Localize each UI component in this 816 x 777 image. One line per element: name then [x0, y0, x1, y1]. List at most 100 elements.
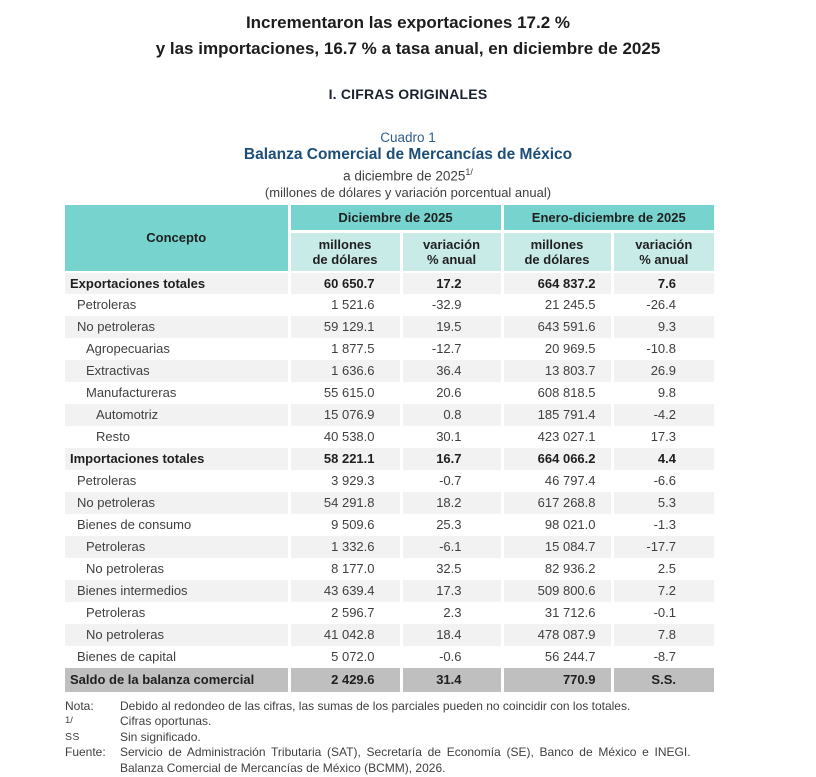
subheader-musd-ytd: millones de dólares	[500, 230, 612, 272]
value-cell-var-dec: -0.7	[399, 469, 502, 492]
concept-cell: Resto	[96, 429, 130, 444]
cuadro-label: Cuadro 1	[380, 130, 436, 145]
subheader-var-ytd: variación % anual	[610, 230, 714, 272]
value-cell-musd-ytd: 56 244.7	[500, 645, 612, 668]
concept-column-header: Concepto	[65, 204, 289, 272]
table-row: Saldo de la balanza comercial 2 429.6 31…	[65, 667, 714, 692]
note-text: Sin significado.	[120, 729, 201, 744]
table-row: No petroleras 54 291.8 18.2 617 268.8 5.…	[65, 491, 714, 514]
value-cell-musd-dec: 54 291.8	[287, 491, 401, 514]
value-cell-musd-ytd: 31 712.6	[500, 601, 612, 624]
value-cell-var-ytd: 26.9	[610, 359, 714, 382]
value-cell-var-dec: 0.8	[399, 403, 502, 426]
table-row: Petroleras 2 596.7 2.3 31 712.6 -0.1	[65, 601, 714, 624]
report-title: Incrementaron las exportaciones 17.2 % y…	[0, 10, 816, 62]
note-label	[65, 761, 120, 777]
note-text: Servicio de Administración Tributaria (S…	[120, 745, 691, 759]
table-row: Bienes intermedios 43 639.4 17.3 509 800…	[65, 579, 714, 602]
concept-cell: Petroleras	[77, 473, 137, 488]
value-cell-var-dec: 32.5	[399, 557, 502, 580]
balanza-table-wrap: Concepto Diciembre de 2025 Enero-diciemb…	[65, 204, 714, 692]
value-cell-musd-ytd: 643 591.6	[500, 315, 612, 338]
value-cell-musd-ytd: 13 803.7	[500, 359, 612, 382]
note-label: 1/	[65, 715, 73, 726]
table-row: Bienes de capital 5 072.0 -0.6 56 244.7 …	[65, 645, 714, 668]
group-header-december: Diciembre de 2025	[287, 204, 502, 232]
table-row: Extractivas 1 636.6 36.4 13 803.7 26.9	[65, 359, 714, 382]
value-cell-musd-dec: 8 177.0	[287, 557, 401, 580]
value-cell-var-dec: 25.3	[399, 513, 502, 536]
concept-cell: Manufactureras	[86, 385, 177, 400]
note-text: Balanza Comercial de Mercancías de Méxic…	[120, 760, 446, 775]
concept-cell: Bienes intermedios	[77, 583, 188, 598]
value-cell-musd-ytd: 608 818.5	[500, 381, 612, 404]
value-cell-var-dec: 18.2	[399, 491, 502, 514]
value-cell-var-dec: 2.3	[399, 601, 502, 624]
table-row: Importaciones totales 58 221.1 16.7 664 …	[65, 447, 714, 470]
value-cell-musd-dec: 43 639.4	[287, 579, 401, 602]
report-title-line2: y las importaciones, 16.7 % a tasa anual…	[155, 39, 661, 58]
table-row: Petroleras 1 521.6 -32.9 21 245.5 -26.4	[65, 293, 714, 316]
value-cell-var-dec: 31.4	[399, 667, 502, 692]
note-line: Fuente: Servicio de Administración Tribu…	[65, 745, 714, 761]
value-cell-musd-ytd: 478 087.9	[500, 623, 612, 646]
value-cell-var-ytd: -10.8	[610, 337, 714, 360]
value-cell-musd-dec: 2 596.7	[287, 601, 401, 624]
subheader-musd-dec: millones de dólares	[287, 230, 401, 272]
concept-cell: No petroleras	[77, 495, 156, 510]
value-cell-var-dec: 17.2	[399, 270, 502, 294]
value-cell-var-ytd: 2.5	[610, 557, 714, 580]
concept-cell: Petroleras	[86, 539, 146, 554]
value-cell-musd-dec: 41 042.8	[287, 623, 401, 646]
subheader-var-dec: variación % anual	[399, 230, 502, 272]
concept-cell: Exportaciones totales	[65, 270, 289, 294]
table-row: No petroleras 59 129.1 19.5 643 591.6 9.…	[65, 315, 714, 338]
value-cell-var-ytd: 5.3	[610, 491, 714, 514]
value-cell-var-ytd: 4.4	[610, 447, 714, 470]
value-cell-musd-dec: 3 929.3	[287, 469, 401, 492]
table-row: No petroleras 41 042.8 18.4 478 087.9 7.…	[65, 623, 714, 646]
value-cell-musd-ytd: 617 268.8	[500, 491, 612, 514]
value-cell-musd-dec: 1 636.6	[287, 359, 401, 382]
value-cell-var-ytd: 9.3	[610, 315, 714, 338]
balanza-table: Concepto Diciembre de 2025 Enero-diciemb…	[65, 204, 714, 692]
value-cell-musd-ytd: 770.9	[500, 667, 612, 692]
concept-cell: Extractivas	[86, 363, 150, 378]
value-cell-var-dec: 30.1	[399, 425, 502, 448]
value-cell-var-ytd: -17.7	[610, 535, 714, 558]
value-cell-musd-dec: 9 509.6	[287, 513, 401, 536]
value-cell-musd-dec: 58 221.1	[287, 447, 401, 470]
value-cell-var-ytd: 9.8	[610, 381, 714, 404]
table-body: Exportaciones totales 60 650.7 17.2 664 …	[65, 270, 714, 692]
value-cell-var-dec: 36.4	[399, 359, 502, 382]
value-cell-musd-dec: 1 332.6	[287, 535, 401, 558]
subtitle-period-text: a diciembre de 2025	[343, 168, 466, 184]
note-text: Debido al redondeo de las cifras, las su…	[120, 698, 631, 713]
concept-cell: Bienes de capital	[77, 649, 177, 664]
value-cell-var-ytd: S.S.	[610, 667, 714, 692]
note-line: Balanza Comercial de Mercancías de Méxic…	[65, 761, 714, 777]
table-row: Bienes de consumo 9 509.6 25.3 98 021.0 …	[65, 513, 714, 536]
group-header-january-december: Enero-diciembre de 2025	[500, 204, 714, 232]
value-cell-var-ytd: -8.7	[610, 645, 714, 668]
value-cell-var-ytd: -6.6	[610, 469, 714, 492]
table-row: Petroleras 3 929.3 -0.7 46 797.4 -6.6	[65, 469, 714, 492]
table-row: Petroleras 1 332.6 -6.1 15 084.7 -17.7	[65, 535, 714, 558]
concept-cell: Automotriz	[96, 407, 159, 422]
concept-cell: No petroleras	[86, 627, 165, 642]
table-subtitle-units: (millones de dólares y variación porcent…	[264, 184, 552, 200]
value-cell-var-dec: 20.6	[399, 381, 502, 404]
value-cell-musd-ytd: 20 969.5	[500, 337, 612, 360]
note-label: Nota:	[65, 698, 94, 713]
value-cell-musd-ytd: 98 021.0	[500, 513, 612, 536]
value-cell-var-dec: 19.5	[399, 315, 502, 338]
value-cell-var-dec: 17.3	[399, 579, 502, 602]
section-heading: I. CIFRAS ORIGINALES	[328, 86, 488, 102]
value-cell-var-ytd: -1.3	[610, 513, 714, 536]
table-row: Resto 40 538.0 30.1 423 027.1 17.3	[65, 425, 714, 448]
note-label: SS	[65, 730, 80, 743]
value-cell-musd-dec: 5 072.0	[287, 645, 401, 668]
report-title-line1: Incrementaron las exportaciones 17.2 %	[245, 13, 571, 32]
value-cell-musd-dec: 1 877.5	[287, 337, 401, 360]
